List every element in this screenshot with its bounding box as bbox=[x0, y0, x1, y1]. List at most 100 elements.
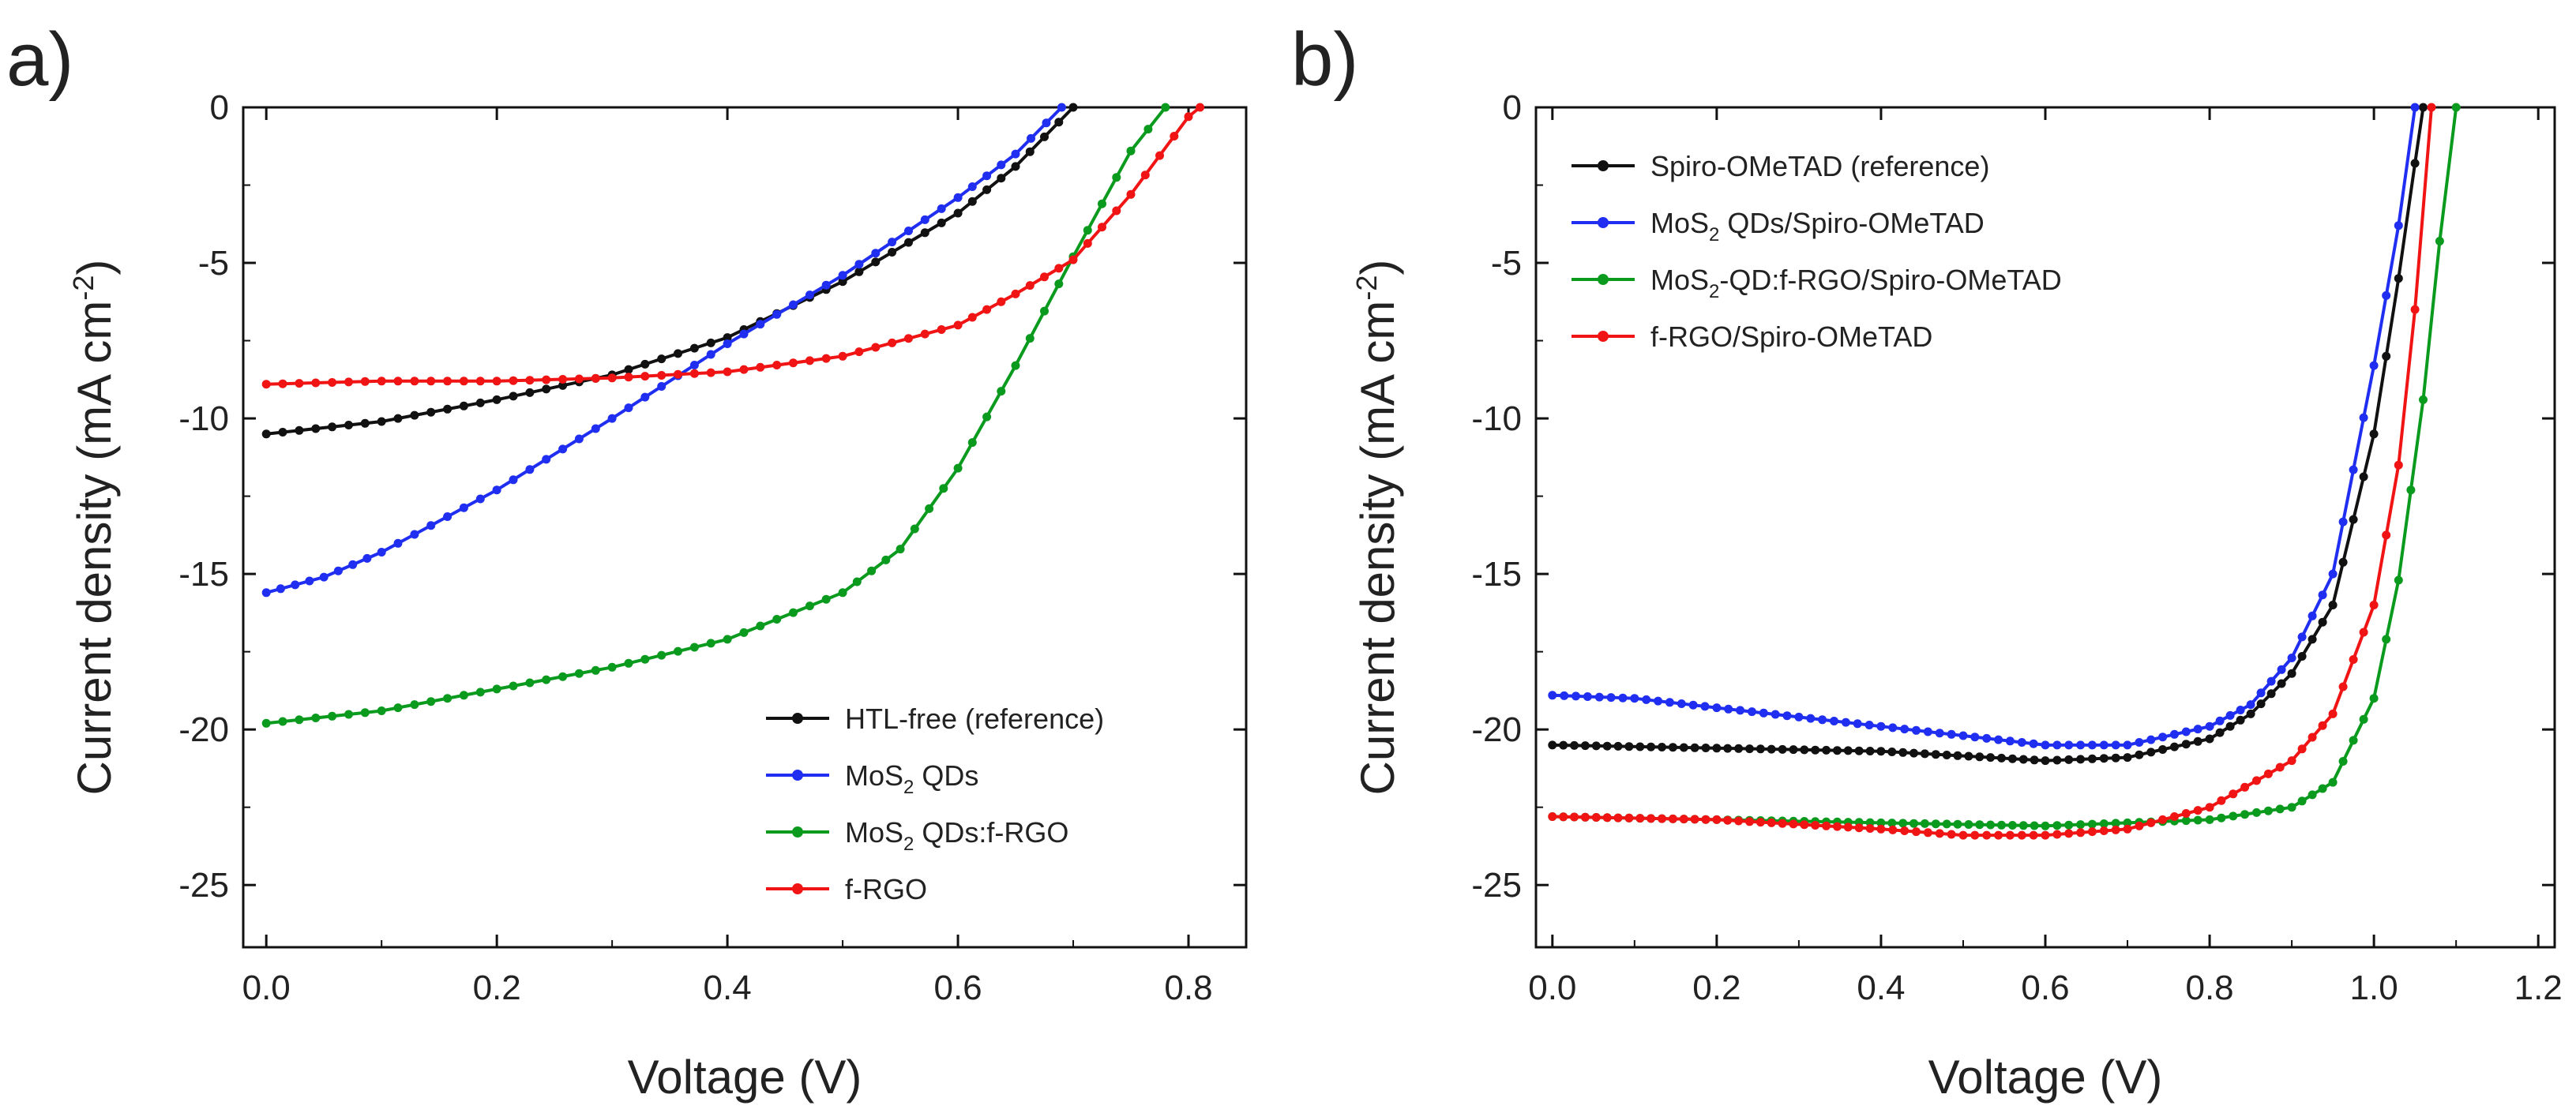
data-point bbox=[854, 347, 864, 357]
data-point bbox=[525, 678, 535, 688]
data-point bbox=[1170, 132, 1179, 141]
data-point bbox=[328, 422, 337, 432]
legend-label: MoS2 QDs/Spiro-OMeTAD bbox=[1650, 207, 1985, 245]
data-point bbox=[1040, 272, 1049, 282]
legend-item: f-RGO/Spiro-OMeTAD bbox=[1572, 320, 1932, 353]
data-point bbox=[982, 185, 992, 194]
data-point bbox=[2111, 753, 2120, 763]
data-point bbox=[607, 414, 617, 423]
data-point bbox=[426, 407, 436, 417]
data-point bbox=[953, 193, 963, 202]
data-point bbox=[525, 388, 535, 397]
data-point bbox=[2111, 825, 2120, 834]
panel-a-series bbox=[261, 103, 1205, 728]
data-point bbox=[2419, 395, 2428, 404]
data-point bbox=[1909, 819, 1918, 828]
panel-b-y-axis-title-main: Current density (mA cm bbox=[1351, 301, 1404, 796]
data-point bbox=[640, 372, 650, 381]
data-point bbox=[1658, 814, 1666, 823]
data-point bbox=[657, 650, 667, 660]
data-point bbox=[1647, 814, 1656, 823]
data-point bbox=[1560, 691, 1569, 700]
data-point bbox=[2029, 830, 2038, 840]
y-tick-label: -20 bbox=[178, 710, 229, 749]
data-point bbox=[2256, 688, 2266, 698]
data-point bbox=[674, 369, 682, 379]
data-point bbox=[1745, 744, 1754, 754]
data-point bbox=[1931, 819, 1940, 829]
x-tick-label: 0.8 bbox=[1164, 969, 1212, 1007]
legend-item: MoS2-QD:f-RGO/Spiro-OMeTAD bbox=[1572, 264, 2062, 302]
data-point bbox=[1876, 721, 1886, 731]
data-point bbox=[2087, 819, 2097, 829]
data-point bbox=[2338, 557, 2348, 567]
data-point bbox=[1964, 820, 1973, 829]
data-point bbox=[805, 601, 814, 611]
data-point bbox=[2193, 815, 2202, 825]
data-point bbox=[1083, 226, 1092, 235]
data-point bbox=[492, 377, 501, 386]
data-point bbox=[937, 218, 946, 227]
data-point bbox=[1618, 693, 1628, 703]
data-point bbox=[838, 277, 847, 287]
data-point bbox=[2064, 755, 2074, 764]
data-point bbox=[2064, 740, 2074, 750]
data-point bbox=[574, 669, 584, 678]
data-point bbox=[1958, 830, 1968, 840]
data-point bbox=[2275, 804, 2285, 814]
data-point bbox=[2123, 753, 2132, 763]
data-point bbox=[888, 338, 897, 347]
data-point bbox=[1688, 700, 1698, 710]
data-point bbox=[607, 373, 617, 383]
data-point bbox=[1126, 146, 1136, 156]
series-line bbox=[1552, 107, 2417, 747]
data-point bbox=[1942, 819, 1951, 829]
data-point bbox=[689, 369, 699, 378]
data-point bbox=[838, 271, 847, 280]
data-point bbox=[2193, 736, 2202, 746]
legend-item: MoS2 QDs/Spiro-OMeTAD bbox=[1572, 207, 1985, 245]
data-point bbox=[871, 257, 881, 267]
data-point bbox=[1900, 826, 1909, 835]
legend-label-main: Spiro-OMeTAD (reference) bbox=[1650, 150, 1989, 182]
data-point bbox=[574, 434, 584, 444]
data-point bbox=[967, 313, 977, 322]
x-tick-label: 1.2 bbox=[2514, 969, 2563, 1007]
data-point bbox=[492, 395, 501, 404]
data-point bbox=[410, 377, 419, 386]
data-point bbox=[1098, 223, 1106, 232]
data-point bbox=[2099, 754, 2108, 763]
data-point bbox=[443, 512, 452, 521]
data-point bbox=[2359, 472, 2368, 482]
data-point bbox=[311, 714, 321, 722]
panel-a-plot-frame bbox=[242, 106, 1248, 949]
data-point bbox=[1970, 733, 1980, 742]
data-point bbox=[1898, 819, 1908, 828]
data-point bbox=[723, 367, 732, 377]
data-point bbox=[1767, 818, 1776, 827]
y-tick-label: -5 bbox=[198, 244, 229, 283]
legend-label-main: HTL-free (reference) bbox=[845, 703, 1104, 735]
data-point bbox=[1947, 729, 1956, 739]
data-point bbox=[2087, 740, 2097, 750]
data-point bbox=[2229, 789, 2238, 799]
data-point bbox=[2041, 756, 2050, 766]
panel-b-y-axis-title-close: ) bbox=[1351, 260, 1404, 275]
data-point bbox=[2287, 756, 2296, 766]
legend-label-sub: 2 bbox=[903, 777, 914, 798]
x-tick-label: 0.0 bbox=[1528, 969, 1576, 1007]
data-point bbox=[1909, 748, 1918, 758]
data-point bbox=[1635, 814, 1645, 823]
data-point bbox=[657, 371, 667, 380]
panel-a-y-axis-title: Current density (mA cm-2) bbox=[67, 260, 121, 796]
data-point bbox=[772, 309, 782, 319]
data-point bbox=[2263, 769, 2273, 778]
data-point bbox=[1668, 743, 1677, 752]
data-point bbox=[1677, 699, 1686, 708]
data-point bbox=[1756, 744, 1765, 754]
panel-a-y-axis-title-main: Current density (mA cm bbox=[68, 301, 121, 796]
legend-label-sub: 2 bbox=[903, 834, 914, 855]
data-point bbox=[2369, 361, 2379, 370]
data-point bbox=[2308, 635, 2317, 644]
data-point bbox=[2193, 806, 2202, 815]
